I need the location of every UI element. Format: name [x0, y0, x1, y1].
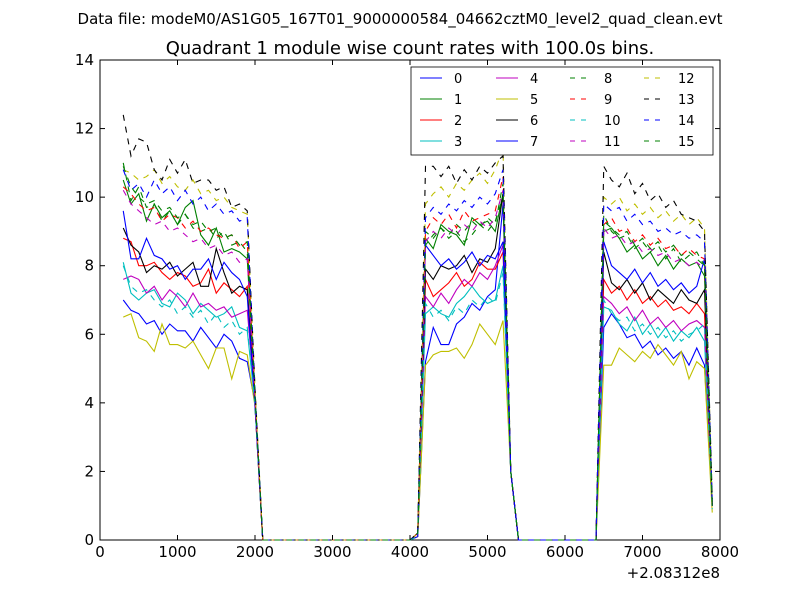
ticks-layer: 0 1000 2000 3000 4000 5000 6000 7000 80000246810… — [75, 51, 739, 561]
y-tick-label: 10 — [75, 188, 94, 206]
x-tick-label: 8000 — [701, 543, 739, 561]
legend-label-3: 3 — [454, 135, 462, 150]
series-line-12 — [123, 148, 713, 541]
y-tick-label: 8 — [84, 257, 94, 275]
y-tick-label: 4 — [84, 394, 94, 412]
y-tick-label: 2 — [84, 462, 94, 480]
legend-label-12: 12 — [678, 72, 695, 87]
series-line-9 — [122, 176, 713, 541]
legend-label-13: 13 — [678, 93, 695, 108]
legend-box — [410, 66, 714, 156]
chart-suptitle: Data file: modeM0/AS1G05_167T01_90000005… — [78, 10, 723, 29]
x-tick-label: 0 — [95, 543, 105, 561]
x-tick-label: 1000 — [158, 543, 196, 561]
y-tick-label: 0 — [84, 531, 94, 549]
y-tick-label: 12 — [75, 120, 94, 138]
legend-label-8: 8 — [604, 72, 612, 87]
legend-label-6: 6 — [530, 114, 538, 129]
legend-label-11: 11 — [604, 135, 621, 150]
series-line-15 — [122, 166, 713, 541]
series-line-11 — [122, 190, 713, 541]
x-tick-label: 6000 — [546, 543, 584, 561]
x-tick-label: 4000 — [391, 543, 429, 561]
legend-label-7: 7 — [530, 135, 538, 150]
x-tick-label: 3000 — [313, 543, 351, 561]
series-line-7 — [122, 210, 713, 541]
legend-label-1: 1 — [454, 93, 462, 108]
legend-label-14: 14 — [678, 114, 695, 129]
legend-label-9: 9 — [604, 93, 612, 108]
series-layer — [122, 114, 713, 541]
legend-label-4: 4 — [530, 72, 538, 87]
x-offset-label: +2.08312e8 — [627, 564, 720, 582]
legend-label-2: 2 — [454, 114, 462, 129]
legend-label-5: 5 — [530, 93, 538, 108]
y-tick-label: 6 — [84, 325, 94, 343]
y-tick-label: 14 — [75, 51, 94, 69]
legend-label-0: 0 — [454, 72, 462, 87]
x-tick-label: 7000 — [623, 543, 661, 561]
legend-label-10: 10 — [604, 114, 621, 129]
chart-title: Quadrant 1 module wise count rates with … — [166, 38, 655, 59]
x-tick-label: 2000 — [236, 543, 274, 561]
legend-label-15: 15 — [678, 135, 695, 150]
x-tick-label: 5000 — [468, 543, 506, 561]
